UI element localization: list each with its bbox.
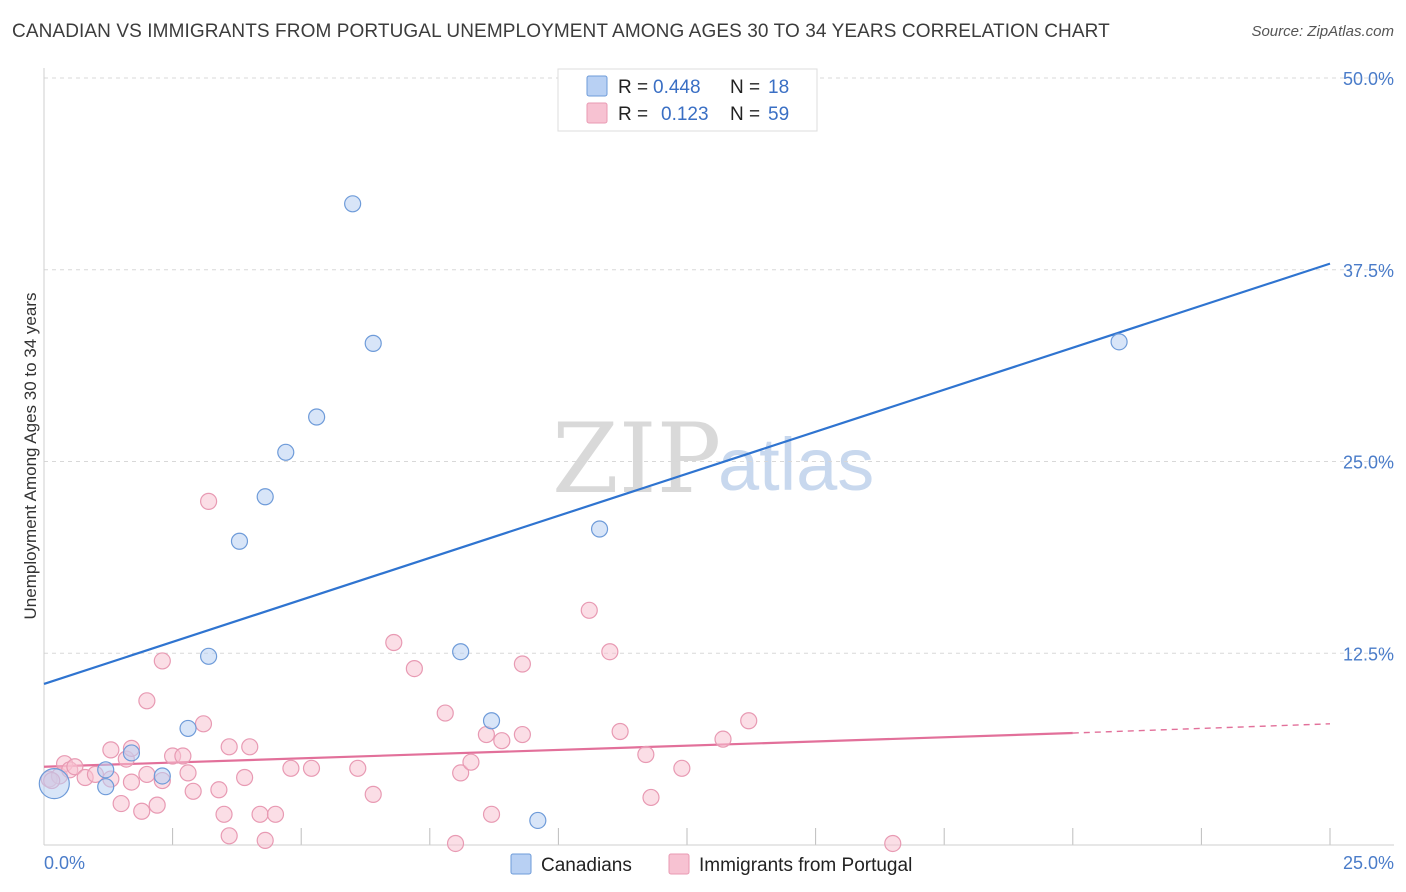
legend-n-value-1: 18 bbox=[768, 77, 789, 98]
point-portugal bbox=[174, 747, 192, 765]
point-portugal bbox=[220, 827, 238, 845]
point-portugal bbox=[102, 741, 120, 759]
point-canadians bbox=[97, 761, 115, 779]
point-portugal bbox=[210, 781, 228, 799]
point-portugal bbox=[436, 704, 454, 722]
point-portugal bbox=[215, 805, 233, 823]
point-portugal bbox=[266, 805, 285, 823]
legend-bottom-label-portugal: Immigrants from Portugal bbox=[699, 855, 912, 876]
trend-line-portugal-extension bbox=[1072, 723, 1331, 734]
y-tick-label: 25.0% bbox=[1343, 453, 1394, 473]
point-portugal bbox=[148, 796, 166, 814]
point-portugal bbox=[122, 773, 141, 791]
legend-swatch-canadians bbox=[586, 75, 608, 97]
legend-n-label-2: N = bbox=[730, 104, 760, 125]
legend-bottom-label-canadians: Canadians bbox=[541, 855, 632, 876]
point-portugal bbox=[133, 802, 151, 820]
point-portugal bbox=[580, 601, 598, 619]
point-portugal bbox=[241, 738, 259, 756]
legend-bottom: Canadians Immigrants from Portugal bbox=[510, 853, 912, 876]
point-canadians bbox=[230, 532, 249, 550]
x-tick-label-max: 25.0% bbox=[1343, 853, 1394, 873]
point-portugal bbox=[282, 759, 300, 777]
point-canadians bbox=[364, 334, 382, 352]
point-canadians bbox=[452, 643, 470, 661]
point-portugal bbox=[452, 764, 470, 782]
point-portugal bbox=[153, 652, 171, 670]
point-portugal bbox=[236, 768, 254, 787]
point-portugal bbox=[138, 692, 156, 710]
point-portugal bbox=[884, 834, 902, 853]
point-portugal bbox=[601, 643, 619, 661]
legend-n-value-2: 59 bbox=[768, 104, 789, 125]
point-canadians bbox=[122, 744, 141, 762]
point-canadians bbox=[482, 712, 501, 730]
point-portugal bbox=[405, 659, 423, 678]
point-canadians bbox=[200, 647, 218, 665]
point-portugal bbox=[251, 805, 269, 823]
point-portugal bbox=[611, 722, 629, 741]
legend-n-label-1: N = bbox=[730, 77, 760, 98]
point-portugal bbox=[482, 805, 501, 823]
point-portugal bbox=[364, 785, 382, 803]
point-portugal bbox=[112, 794, 130, 813]
point-portugal bbox=[513, 655, 531, 673]
point-canadians bbox=[179, 719, 197, 738]
point-portugal bbox=[194, 715, 213, 733]
point-portugal bbox=[184, 782, 202, 800]
point-portugal bbox=[714, 730, 732, 748]
point-portugal bbox=[220, 738, 238, 756]
trend-line-canadians bbox=[43, 262, 1331, 685]
y-tick-label: 12.5% bbox=[1343, 644, 1394, 664]
trend-layer bbox=[43, 262, 1331, 768]
y-tick-label: 50.0% bbox=[1343, 69, 1394, 89]
y-tick-label: 37.5% bbox=[1343, 261, 1394, 281]
y-tick-labels: 12.5% 25.0% 37.5% 50.0% bbox=[1343, 69, 1394, 664]
watermark-zip: ZIP bbox=[552, 403, 721, 515]
legend-r-value-2: 0.123 bbox=[661, 104, 709, 125]
point-portugal bbox=[385, 633, 403, 652]
chart-title: CANADIAN VS IMMIGRANTS FROM PORTUGAL UNE… bbox=[12, 21, 1110, 42]
legend-r-value-1: 0.448 bbox=[653, 77, 701, 98]
point-portugal bbox=[138, 765, 156, 784]
point-portugal bbox=[642, 788, 660, 807]
watermark-atlas: atlas bbox=[718, 423, 874, 506]
legend-bottom-swatch-portugal bbox=[668, 853, 690, 875]
trend-line-portugal bbox=[43, 731, 1073, 768]
legend-bottom-swatch-canadians bbox=[510, 853, 532, 875]
grid-layer bbox=[44, 77, 1394, 845]
point-canadians bbox=[344, 195, 362, 213]
point-canadians bbox=[1110, 333, 1128, 351]
point-canadians bbox=[529, 811, 547, 830]
point-portugal bbox=[302, 759, 321, 777]
point-canadians bbox=[308, 408, 326, 426]
point-portugal bbox=[446, 834, 465, 853]
y-axis-title: Unemployment Among Ages 30 to 34 years bbox=[21, 293, 40, 620]
point-canadians bbox=[256, 488, 274, 506]
point-portugal bbox=[200, 492, 218, 510]
point-portugal bbox=[493, 732, 511, 750]
point-portugal bbox=[673, 759, 691, 777]
point-canadians bbox=[277, 443, 295, 461]
point-portugal bbox=[637, 745, 655, 764]
point-canadians bbox=[153, 767, 171, 785]
legend-top: R = 0.448 N = 18 R = 0.123 N = 59 bbox=[557, 68, 818, 132]
point-portugal bbox=[179, 764, 197, 782]
point-portugal bbox=[349, 759, 367, 777]
point-portugal bbox=[513, 725, 531, 744]
chart-source: Source: ZipAtlas.com bbox=[1251, 23, 1394, 40]
point-canadians bbox=[590, 520, 609, 538]
point-canadians bbox=[38, 768, 70, 800]
point-canadians bbox=[97, 778, 115, 796]
point-portugal bbox=[256, 831, 274, 849]
points-layer bbox=[38, 195, 1128, 853]
x-tick-label-min: 0.0% bbox=[44, 853, 85, 873]
legend-r-label-1: R = bbox=[618, 77, 648, 98]
legend-r-label-2: R = bbox=[618, 104, 648, 125]
point-portugal bbox=[740, 712, 758, 730]
point-portugal bbox=[66, 758, 84, 776]
point-portugal bbox=[462, 753, 480, 771]
legend-swatch-portugal bbox=[586, 102, 608, 124]
